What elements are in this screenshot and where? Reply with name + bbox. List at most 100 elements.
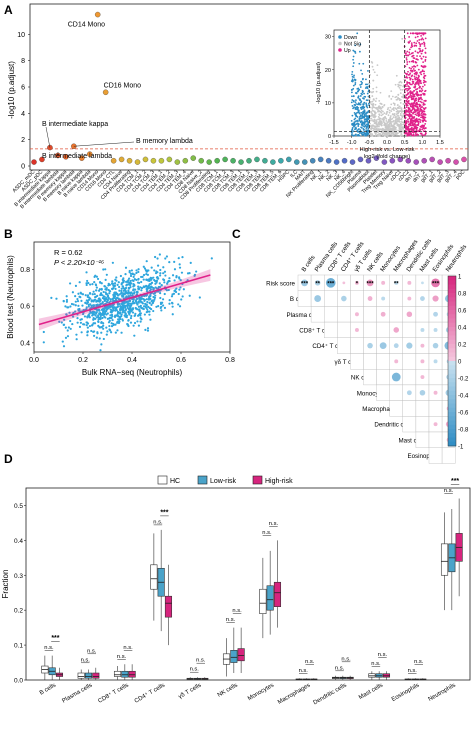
inset-point — [415, 124, 417, 127]
inset-point — [423, 79, 425, 82]
inset-point — [409, 94, 412, 96]
panel-b-point — [65, 298, 69, 302]
inset-point — [397, 83, 400, 86]
panel-b-point — [139, 305, 142, 308]
inset-point — [360, 80, 363, 83]
inset-point — [395, 74, 398, 77]
inset-point — [411, 74, 414, 77]
panel-d-box — [440, 543, 449, 576]
inset-point — [383, 104, 386, 107]
panel-b-point — [145, 260, 148, 263]
inset-point — [373, 128, 376, 131]
panel-b-point — [129, 281, 132, 285]
panel-b-point — [178, 305, 182, 308]
inset-point — [412, 130, 415, 133]
panel-c-cell — [428, 431, 443, 448]
panel-c-cell — [428, 447, 443, 464]
panel-b-point — [70, 302, 74, 306]
panel-c-colorbar-label: 0.4 — [458, 325, 467, 331]
panel-b-point — [114, 287, 117, 291]
panel-b-point — [189, 261, 192, 265]
inset-point — [392, 102, 395, 105]
panel-b-point — [85, 283, 88, 287]
panel-c-bubble — [432, 342, 439, 349]
inset-point — [402, 123, 405, 126]
panel-c-bubble — [406, 342, 413, 349]
inset-points — [350, 32, 427, 137]
inset-point — [362, 110, 365, 113]
panel-c-significance: *** — [367, 281, 375, 287]
panel-b-point — [144, 328, 147, 331]
inset-point — [418, 39, 421, 41]
inset-point — [405, 76, 408, 78]
panel-c-colorbar-segment — [448, 361, 456, 366]
inset-point — [421, 49, 424, 52]
inset-point — [390, 134, 393, 136]
panel-b-point — [167, 288, 170, 292]
panel-c-colorbar-segment — [448, 365, 456, 370]
inset-point — [397, 115, 400, 117]
inset-point — [381, 118, 384, 121]
panel-c-cell — [402, 416, 417, 433]
inset-point — [369, 122, 371, 125]
inset-point — [416, 119, 419, 122]
inset-point — [371, 61, 374, 64]
inset-point — [419, 80, 422, 83]
panel-b-point — [98, 309, 101, 312]
inset-point — [420, 87, 423, 90]
panel-c-colorbar-segment — [448, 314, 456, 319]
panel-b-point — [125, 291, 128, 294]
panel-b-point — [142, 278, 145, 281]
inset-point — [424, 123, 427, 125]
inset-point — [392, 124, 395, 127]
panel-b-point — [139, 316, 142, 320]
panel-d-xtick-label: B cells — [39, 683, 57, 697]
panel-b-point — [85, 308, 88, 311]
inset-point — [407, 70, 409, 73]
panel-a-point — [286, 156, 292, 163]
inset-point — [417, 108, 420, 110]
panel-b-point — [116, 305, 120, 308]
inset-point — [424, 47, 427, 50]
panel-b-point — [147, 269, 150, 272]
inset-point — [417, 93, 419, 96]
panel-b-point — [158, 253, 161, 256]
panel-b-point — [134, 306, 137, 310]
panel-c-cell — [363, 321, 377, 339]
panel-c-colorbar-segment — [448, 441, 456, 447]
panel-b-point — [159, 306, 162, 310]
inset-point — [371, 127, 374, 130]
panel-c-bubble — [394, 280, 399, 285]
panel-d-significance: n.s. — [262, 530, 272, 536]
panel-d-significance: n.s. — [371, 661, 381, 667]
inset-point — [382, 117, 385, 119]
inset-point — [377, 116, 380, 118]
inset-point — [417, 84, 420, 86]
panel-b-point — [128, 277, 131, 280]
panel-c-bubble — [381, 296, 386, 301]
panel-c-colorbar-label: -0.2 — [458, 376, 469, 382]
panel-c-row-label: γδ T cells — [334, 359, 360, 366]
panel-b-point — [173, 279, 176, 282]
panel-b-point — [100, 331, 103, 334]
inset-point — [375, 127, 378, 130]
inset-point — [375, 86, 378, 89]
inset-point — [350, 119, 353, 122]
inset-point — [353, 111, 356, 114]
panel-d-significance: n.s. — [269, 521, 279, 527]
panel-b-point — [85, 299, 88, 302]
panel-b-point — [148, 295, 151, 298]
inset-point — [408, 36, 411, 38]
inset-point — [382, 132, 385, 135]
panel-b-point — [160, 309, 163, 312]
inset-point — [374, 115, 377, 118]
panel-a-point — [413, 159, 419, 165]
inset-point — [419, 89, 421, 92]
panel-a-annotation: B memory lambda — [136, 138, 193, 145]
panel-b-point — [114, 306, 118, 309]
inset-point — [402, 95, 405, 97]
panel-label-c: C — [232, 227, 241, 241]
panel-b-point — [180, 298, 183, 301]
inset-point — [391, 95, 394, 98]
panel-d-xtick-label: Macrophages — [277, 683, 311, 706]
